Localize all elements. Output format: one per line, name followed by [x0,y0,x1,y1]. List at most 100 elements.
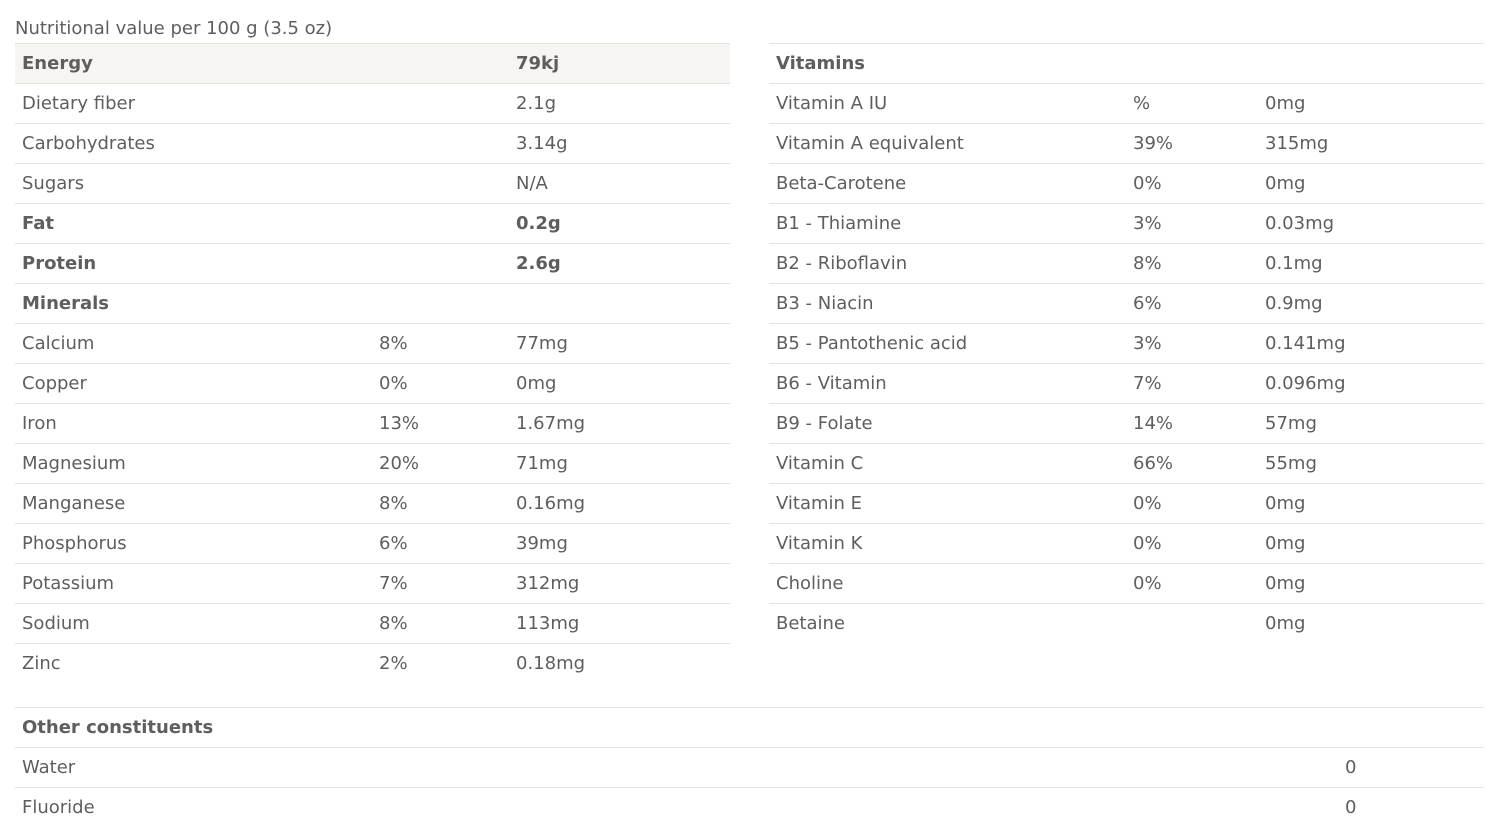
daily-value-percent: 0% [1133,533,1162,554]
constituent-name: Other constituents [22,717,214,738]
table-row: Sodium 8% 113mg [15,603,730,643]
daily-value-percent: 14% [1133,413,1174,434]
vitamin-name: Vitamin C [776,453,864,474]
nutrient-name: Potassium [22,573,115,594]
daily-value-percent: 8% [1133,253,1162,274]
vitamin-amount: 0.1mg [1265,253,1323,274]
vitamin-name: Vitamin E [776,493,863,514]
daily-value-percent: 0% [1133,173,1162,194]
daily-value-percent: 7% [379,573,408,594]
vitamin-name: B6 - Vitamin [776,373,887,394]
vitamin-amount: 0mg [1265,173,1306,194]
table-row: Fluoride 0 [15,787,1484,827]
vitamin-amount: 57mg [1265,413,1317,434]
table-row: Vitamin A equivalent 39% 315mg [769,123,1484,163]
nutrient-amount: 0.2g [516,213,561,234]
vitamin-name: B5 - Pantothenic acid [776,333,968,354]
table-row: Vitamin K 0% 0mg [769,523,1484,563]
vitamin-name: B1 - Thiamine [776,213,902,234]
table-row: Vitamin A IU% 0mg [769,83,1484,123]
vitamin-amount: 55mg [1265,453,1317,474]
table-row: B6 - Vitamin 7% 0.096mg [769,363,1484,403]
vitamin-name: B2 - Riboflavin [776,253,908,274]
nutrient-amount: 39mg [516,533,568,554]
nutrients-minerals-table: Energy 79kj Dietary fiber 2.1g Carbohydrates… [15,43,730,683]
nutrient-amount: 2.1g [516,93,557,114]
nutrient-name: Sugars [22,173,85,194]
daily-value-percent: 8% [379,613,408,634]
nutrient-name: Fat [22,213,54,234]
daily-value-percent: 8% [379,493,408,514]
nutrient-amount: 71mg [516,453,568,474]
nutrient-amount: 0.18mg [516,653,586,674]
section-header-row: Fat 0.2g [15,203,730,243]
nutrient-name: Minerals [22,293,110,314]
nutrient-name: Protein [22,253,97,274]
nutrient-name: Energy [22,53,93,74]
nutrient-amount: 79kj [516,53,560,74]
daily-value-percent: 7% [1133,373,1162,394]
daily-value-percent: 3% [1133,333,1162,354]
table-row: Dietary fiber 2.1g [15,83,730,123]
nutrient-name: Zinc [22,653,61,674]
vitamins-table: Vitamins Vitamin A IU% 0mg Vitamin A equiva… [769,43,1484,643]
vitamin-name: Vitamins [776,53,865,74]
daily-value-percent: 6% [379,533,408,554]
table-row: Phosphorus 6% 39mg [15,523,730,563]
daily-value-percent: % [1133,93,1151,114]
daily-value-percent: 20% [379,453,420,474]
nutrient-amount: 113mg [516,613,580,634]
table-row: Beta-Carotene 0% 0mg [769,163,1484,203]
nutrient-amount: 0mg [516,373,557,394]
vitamin-name: Choline [776,573,844,594]
table-row: Magnesium 20% 71mg [15,443,730,483]
daily-value-percent: 66% [1133,453,1174,474]
vitamin-amount: 0.096mg [1265,373,1346,394]
section-header-row: Energy 79kj [15,43,730,83]
table-row: B5 - Pantothenic acid 3% 0.141mg [769,323,1484,363]
table-row: B1 - Thiamine 3% 0.03mg [769,203,1484,243]
table-row: Manganese 8% 0.16mg [15,483,730,523]
nutrient-amount: 312mg [516,573,580,594]
daily-value-percent: 3% [1133,213,1162,234]
nutrient-amount: 1.67mg [516,413,586,434]
nutrient-name: Phosphorus [22,533,127,554]
other-constituents-table: Other constituents Water 0 Fluoride 0 [15,707,1484,827]
vitamin-name: Vitamin A equivalent [776,133,964,154]
section-header-row: Protein 2.6g [15,243,730,283]
table-row: B9 - Folate 14% 57mg [769,403,1484,443]
constituent-name: Fluoride [22,797,95,818]
vitamin-name: B3 - Niacin [776,293,874,314]
nutrient-name: Magnesium [22,453,126,474]
vitamin-name: Vitamin A IU [776,93,888,114]
nutrient-name: Calcium [22,333,95,354]
nutrient-amount: 3.14g [516,133,568,154]
nutrient-amount: 2.6g [516,253,561,274]
daily-value-percent: 39% [1133,133,1174,154]
nutrient-name: Iron [22,413,57,434]
nutrient-name: Carbohydrates [22,133,155,154]
table-row: Choline 0% 0mg [769,563,1484,603]
table-row: Copper 0% 0mg [15,363,730,403]
table-row: Vitamin E 0% 0mg [769,483,1484,523]
daily-value-percent: 8% [379,333,408,354]
daily-value-percent: 13% [379,413,420,434]
vitamin-amount: 0mg [1265,93,1306,114]
nutrient-amount: 0.16mg [516,493,586,514]
nutrient-name: Dietary fiber [22,93,136,114]
vitamin-amount: 0mg [1265,493,1306,514]
vitamin-name: B9 - Folate [776,413,873,434]
daily-value-percent: 0% [1133,573,1162,594]
nutrient-name: Manganese [22,493,126,514]
constituent-name: Water [22,757,76,778]
vitamin-amount: 0.141mg [1265,333,1346,354]
vitamin-amount: 315mg [1265,133,1329,154]
vitamin-amount: 0mg [1265,533,1306,554]
table-row: Iron 13% 1.67mg [15,403,730,443]
table-row: B2 - Riboflavin 8% 0.1mg [769,243,1484,283]
table-row: Vitamin C 66% 55mg [769,443,1484,483]
daily-value-percent: 6% [1133,293,1162,314]
table-row: Water 0 [15,747,1484,787]
daily-value-percent: 0% [1133,493,1162,514]
table-row: Carbohydrates 3.14g [15,123,730,163]
